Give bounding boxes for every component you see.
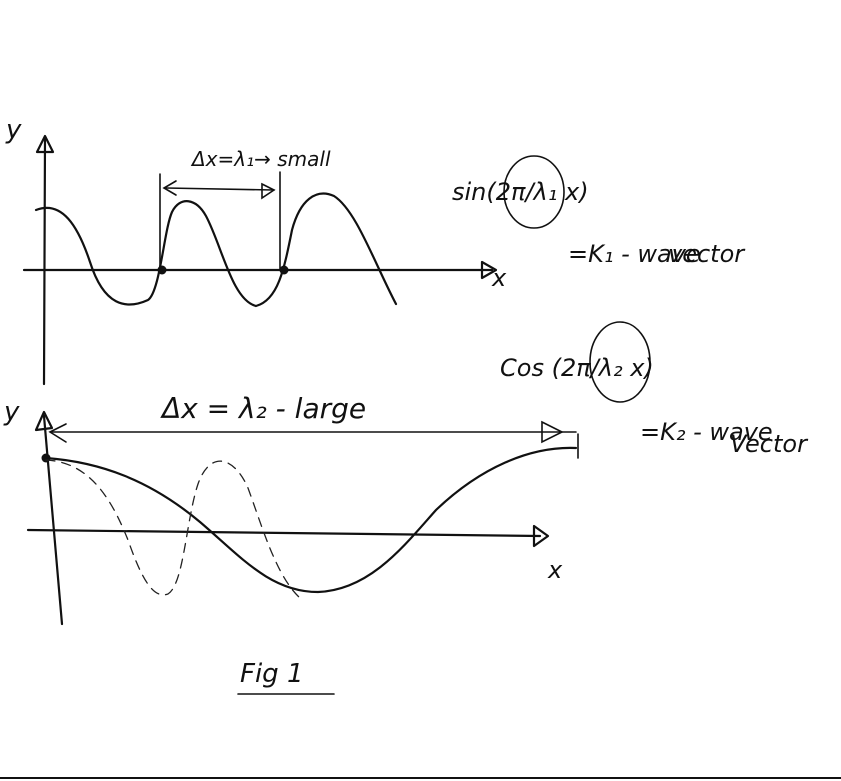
bottom-plot: y x Δx = λ₂ - large Cos (2π/λ₂ x) =K₂ - … (3, 321, 809, 626)
bottom-x-axis-arrow (532, 524, 550, 548)
bottom-x-axis (26, 528, 542, 538)
top-bracket-arrow-left (162, 180, 177, 196)
bottom-wave-solid (44, 446, 578, 594)
bottom-k-label: =K₂ - wave (640, 418, 773, 446)
bottom-y-label: y (3, 397, 20, 427)
bottom-start-dot (41, 453, 51, 463)
bottom-delta-label: Δx = λ₂ - large (160, 392, 366, 425)
top-crossing-dot-1 (157, 265, 167, 275)
top-y-axis (42, 136, 47, 386)
figure-caption: Fig 1 (240, 659, 304, 689)
bottom-y-axis (42, 414, 64, 626)
top-k-label: =K₁ - wave (568, 240, 701, 268)
top-y-axis-arrow (35, 134, 55, 154)
top-crossing-dot-2 (279, 265, 289, 275)
top-x-label: x (491, 264, 507, 292)
top-k-circle (503, 155, 565, 229)
top-plot: y x Δx=λ₁→ small sin(2π/λ₁ x) =K₁ - wave… (5, 115, 746, 386)
top-y-label: y (5, 115, 22, 145)
top-formula: sin(2π/λ₁ x) (452, 178, 589, 206)
top-bracket-arrow-right (261, 182, 276, 200)
top-x-axis-arrow (480, 260, 498, 280)
top-vector-label: vector (668, 240, 746, 268)
top-wave (34, 192, 398, 308)
bottom-y-axis-arrow (34, 410, 54, 432)
bottom-wave-dashed (45, 459, 301, 599)
bottom-bracket-arrow-left (48, 423, 67, 443)
bottom-vector-label: Vector (730, 430, 809, 458)
bottom-formula: Cos (2π/λ₂ x) (500, 354, 654, 382)
top-delta-label: Δx=λ₁→ small (190, 147, 331, 171)
bottom-k-circle (589, 321, 651, 403)
top-bracket-line (165, 187, 275, 191)
bottom-x-label: x (547, 556, 563, 584)
bottom-bracket-arrow-right (541, 420, 564, 444)
